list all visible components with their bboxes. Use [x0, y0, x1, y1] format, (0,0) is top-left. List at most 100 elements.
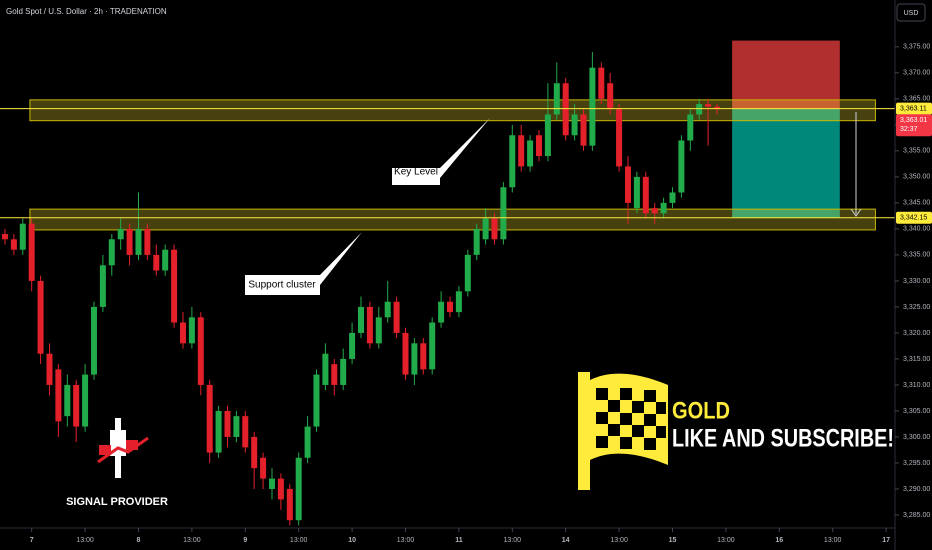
y-tick-label: 3,330.00 [903, 278, 930, 285]
candle-body [349, 332, 356, 359]
callout-box [392, 118, 490, 185]
y-tick-label: 3,305.00 [903, 408, 930, 415]
candle-body [64, 384, 71, 417]
candle-body [357, 306, 364, 333]
candle-body [340, 358, 347, 385]
candle-body [491, 218, 498, 240]
candle-body [126, 228, 133, 255]
plot-area [0, 40, 895, 526]
y-tick-label: 3,310.00 [903, 382, 930, 389]
candle-body [651, 208, 658, 214]
candle-body [117, 228, 124, 240]
candle-body [171, 249, 178, 323]
arrow-head [850, 208, 862, 217]
candle-body [90, 306, 97, 375]
callout-text: Key Level [394, 167, 438, 178]
candle-body [660, 202, 667, 214]
candle-body [429, 322, 436, 370]
candle-body [295, 457, 302, 521]
candle-body [144, 228, 151, 255]
y-tick-label: 3,365.00 [903, 96, 930, 103]
candle-body [411, 343, 418, 375]
currency-box[interactable] [896, 3, 926, 22]
candle-body [313, 374, 320, 427]
price-label: 3,363.11 [900, 106, 927, 113]
target-zone [732, 108, 840, 218]
candle-body [28, 223, 35, 281]
y-tick-label: 3,325.00 [903, 304, 930, 311]
price-label: 3,363.01 [900, 117, 927, 124]
price-label-box [896, 102, 932, 115]
candle-body [705, 104, 712, 107]
candle-body [642, 176, 649, 214]
candle-body [304, 426, 311, 458]
candle-body [233, 416, 240, 437]
candle-body [669, 192, 676, 203]
candle-body [46, 353, 53, 385]
candle-body [322, 353, 329, 385]
x-tick-label: 15 [669, 537, 677, 544]
candle-body [500, 187, 507, 240]
y-tick-label: 3,375.00 [903, 44, 930, 51]
x-tick-label: 11 [455, 537, 463, 544]
candle-body [55, 369, 62, 422]
x-tick-label: 9 [243, 537, 247, 544]
zone [29, 208, 876, 231]
y-tick-label: 3,320.00 [903, 330, 930, 337]
candle-body [420, 343, 427, 370]
candle-body [277, 478, 284, 500]
candle-body [482, 218, 489, 240]
x-tick-label: 13:00 [183, 537, 201, 544]
candle-body [375, 317, 382, 344]
candle-body [544, 114, 551, 157]
candle-body [535, 135, 542, 157]
candle-body [616, 109, 623, 167]
brand-name: SIGNAL PROVIDER [66, 496, 168, 508]
candle-body [162, 249, 169, 271]
x-tick-label: 8 [137, 537, 141, 544]
candle-body [589, 67, 596, 146]
y-tick-label: 3,340.00 [903, 226, 930, 233]
y-tick-label: 3,300.00 [903, 434, 930, 441]
candle-body [455, 291, 462, 313]
flag-icon [578, 372, 668, 490]
candle-body [464, 254, 471, 292]
candle-body [393, 301, 400, 333]
callout-box [245, 232, 362, 295]
x-tick-label: 14 [562, 537, 570, 544]
price-label: 3,342.15 [900, 215, 927, 222]
candle-body [206, 384, 213, 453]
candle-body [242, 416, 249, 448]
x-tick-label: 17 [882, 537, 890, 544]
x-tick-label: 13:00 [397, 537, 415, 544]
candle-body [527, 140, 534, 167]
candle-body [366, 306, 373, 344]
candle-body [553, 83, 560, 115]
candle-body [153, 254, 160, 271]
currency[interactable]: USD [904, 10, 919, 17]
candle-body [73, 384, 80, 427]
price-label-box [896, 114, 932, 137]
candle-body [402, 332, 409, 375]
chart-title: Gold Spot / U.S. Dollar · 2h · TRADENATI… [6, 7, 167, 16]
y-tick-label: 3,355.00 [903, 148, 930, 155]
y-tick-label: 3,370.00 [903, 70, 930, 77]
y-tick-label: 3,285.00 [903, 512, 930, 519]
candle-body [251, 436, 258, 469]
candle-body [509, 135, 516, 188]
candle-body [607, 83, 614, 110]
x-tick-label: 13:00 [504, 537, 522, 544]
candle-body [10, 239, 17, 250]
zone [29, 99, 876, 122]
y-tick-label: 3,315.00 [903, 356, 930, 363]
countdown: 32:37 [900, 126, 918, 133]
x-tick-label: 13:00 [76, 537, 94, 544]
candle-body [562, 83, 569, 136]
candle-body [135, 228, 142, 255]
candle-body [1, 234, 8, 240]
x-tick-label: 13:00 [290, 537, 308, 544]
candle-body [518, 135, 525, 167]
stop-zone [732, 40, 840, 109]
y-tick-label: 3,290.00 [903, 486, 930, 493]
